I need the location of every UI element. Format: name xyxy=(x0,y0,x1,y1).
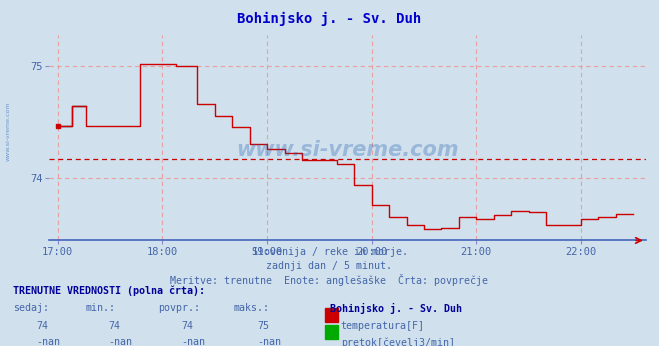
Text: -nan: -nan xyxy=(109,337,132,346)
Text: min.:: min.: xyxy=(86,303,116,313)
Text: sedaj:: sedaj: xyxy=(13,303,49,313)
Text: www.si-vreme.com: www.si-vreme.com xyxy=(5,102,11,161)
Text: www.si-vreme.com: www.si-vreme.com xyxy=(237,140,459,160)
Text: zadnji dan / 5 minut.: zadnji dan / 5 minut. xyxy=(266,261,393,271)
Text: TRENUTNE VREDNOSTI (polna črta):: TRENUTNE VREDNOSTI (polna črta): xyxy=(13,285,205,296)
Text: Bohinjsko j. - Sv. Duh: Bohinjsko j. - Sv. Duh xyxy=(237,12,422,26)
Text: 74: 74 xyxy=(36,321,48,331)
Text: povpr.:: povpr.: xyxy=(158,303,200,313)
Text: -nan: -nan xyxy=(181,337,205,346)
Text: pretok[čevelj3/min]: pretok[čevelj3/min] xyxy=(341,337,455,346)
Text: maks.:: maks.: xyxy=(234,303,270,313)
Text: Meritve: trenutne  Enote: anglešaške  Črta: povprečje: Meritve: trenutne Enote: anglešaške Črta… xyxy=(171,274,488,286)
Text: temperatura[F]: temperatura[F] xyxy=(341,321,424,331)
Text: -nan: -nan xyxy=(36,337,60,346)
Text: Bohinjsko j. - Sv. Duh: Bohinjsko j. - Sv. Duh xyxy=(330,303,461,315)
Text: Slovenija / reke in morje.: Slovenija / reke in morje. xyxy=(252,247,407,257)
Text: 75: 75 xyxy=(257,321,269,331)
Text: 74: 74 xyxy=(109,321,121,331)
Text: 74: 74 xyxy=(181,321,193,331)
Text: -nan: -nan xyxy=(257,337,281,346)
